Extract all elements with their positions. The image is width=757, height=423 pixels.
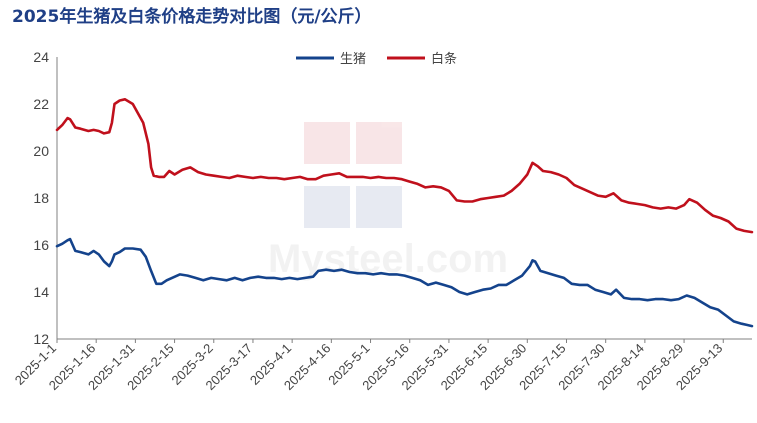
- y-tick-label: 16: [33, 237, 49, 253]
- legend-label: 生猪: [340, 52, 366, 67]
- legend: 生猪 白条: [296, 51, 457, 67]
- y-tick-label: 22: [33, 96, 49, 112]
- y-tick-label: 14: [33, 284, 49, 300]
- series-lines: [55, 98, 754, 328]
- y-tick-label: 24: [33, 49, 49, 65]
- series-line-carcass: [55, 98, 754, 234]
- legend-label: 白条: [431, 51, 457, 67]
- y-tick-label: 12: [33, 331, 49, 347]
- y-tick-label: 20: [33, 143, 49, 159]
- series-line-pig: [55, 237, 754, 328]
- chart-title: 2025年生猪及白条价格走势对比图（元/公斤）: [12, 7, 372, 27]
- watermark: Mysteel.com: [268, 122, 508, 281]
- y-tick-label: 18: [33, 190, 49, 206]
